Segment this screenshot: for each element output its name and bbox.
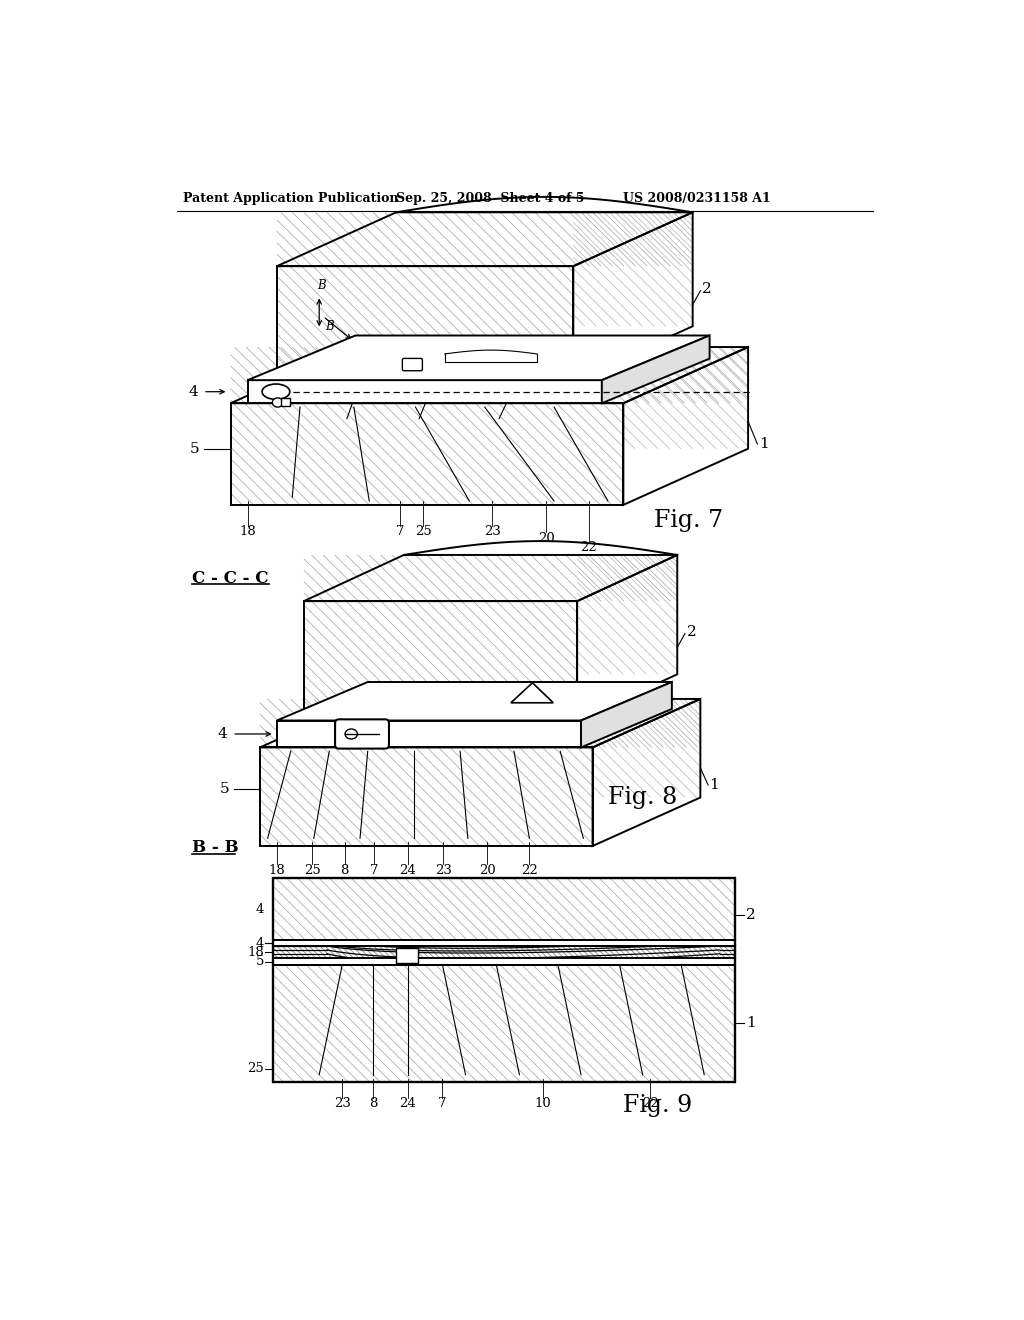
Text: Fig. 8: Fig. 8 — [608, 785, 677, 809]
Text: C - C - C: C - C - C — [193, 569, 268, 586]
Text: 1: 1 — [710, 777, 719, 792]
Text: Sep. 25, 2008  Sheet 4 of 5: Sep. 25, 2008 Sheet 4 of 5 — [396, 191, 585, 205]
Text: Patent Application Publication: Patent Application Publication — [183, 191, 398, 205]
Text: 22: 22 — [581, 541, 597, 554]
Text: 7: 7 — [438, 1097, 446, 1110]
Text: 4: 4 — [255, 936, 264, 949]
Ellipse shape — [345, 729, 357, 739]
Text: 23: 23 — [484, 525, 501, 539]
Text: C: C — [487, 372, 497, 384]
Text: 8: 8 — [340, 865, 349, 878]
Text: 25: 25 — [304, 865, 321, 878]
Text: 25: 25 — [247, 1063, 264, 1074]
Bar — [273, 965, 735, 1082]
Ellipse shape — [272, 397, 283, 407]
Text: 2: 2 — [745, 908, 756, 923]
Polygon shape — [581, 682, 672, 747]
Text: 23: 23 — [334, 1097, 351, 1110]
Text: 4: 4 — [188, 384, 199, 399]
Polygon shape — [511, 682, 553, 702]
Text: Fig. 9: Fig. 9 — [624, 1094, 692, 1117]
Text: 18: 18 — [268, 865, 286, 878]
Text: 18: 18 — [240, 525, 256, 539]
Text: 18: 18 — [247, 945, 264, 958]
Text: 1: 1 — [759, 437, 769, 451]
Text: 2: 2 — [686, 624, 696, 639]
Text: C: C — [454, 355, 463, 368]
Text: 24: 24 — [399, 1097, 416, 1110]
Text: Fig. 7: Fig. 7 — [654, 508, 723, 532]
Text: B - B: B - B — [193, 840, 239, 857]
Polygon shape — [276, 682, 672, 721]
Bar — [273, 958, 735, 965]
Text: 20: 20 — [538, 532, 555, 545]
Text: 8: 8 — [369, 1097, 377, 1110]
Text: 5: 5 — [255, 954, 264, 968]
Text: 4: 4 — [218, 727, 227, 741]
Text: 22: 22 — [521, 865, 538, 878]
Polygon shape — [276, 721, 581, 747]
Text: 24: 24 — [399, 865, 416, 878]
FancyBboxPatch shape — [335, 719, 389, 748]
Text: 5: 5 — [219, 781, 229, 796]
Bar — [281, 397, 290, 405]
Polygon shape — [602, 335, 710, 404]
Text: B: B — [317, 279, 326, 292]
Ellipse shape — [262, 384, 290, 400]
Text: 25: 25 — [415, 525, 431, 539]
Text: US 2008/0231158 A1: US 2008/0231158 A1 — [624, 191, 771, 205]
Polygon shape — [248, 380, 602, 404]
Text: 22: 22 — [642, 1097, 658, 1110]
Text: C: C — [481, 366, 490, 379]
Bar — [396, 948, 418, 964]
Bar — [273, 878, 735, 940]
Text: 4: 4 — [255, 903, 264, 916]
Text: B: B — [326, 321, 334, 333]
Text: 2: 2 — [701, 282, 712, 296]
FancyBboxPatch shape — [402, 359, 422, 371]
Text: 20: 20 — [478, 865, 496, 878]
Text: 10: 10 — [535, 1097, 551, 1110]
Bar — [273, 946, 735, 958]
Text: 7: 7 — [370, 865, 378, 878]
Text: 7: 7 — [396, 525, 404, 539]
Text: 5: 5 — [190, 442, 200, 455]
Bar — [273, 878, 735, 1082]
Text: 23: 23 — [435, 865, 452, 878]
Text: 1: 1 — [745, 1016, 756, 1031]
Bar — [273, 940, 735, 946]
Polygon shape — [248, 335, 710, 380]
Text: C: C — [454, 335, 463, 348]
